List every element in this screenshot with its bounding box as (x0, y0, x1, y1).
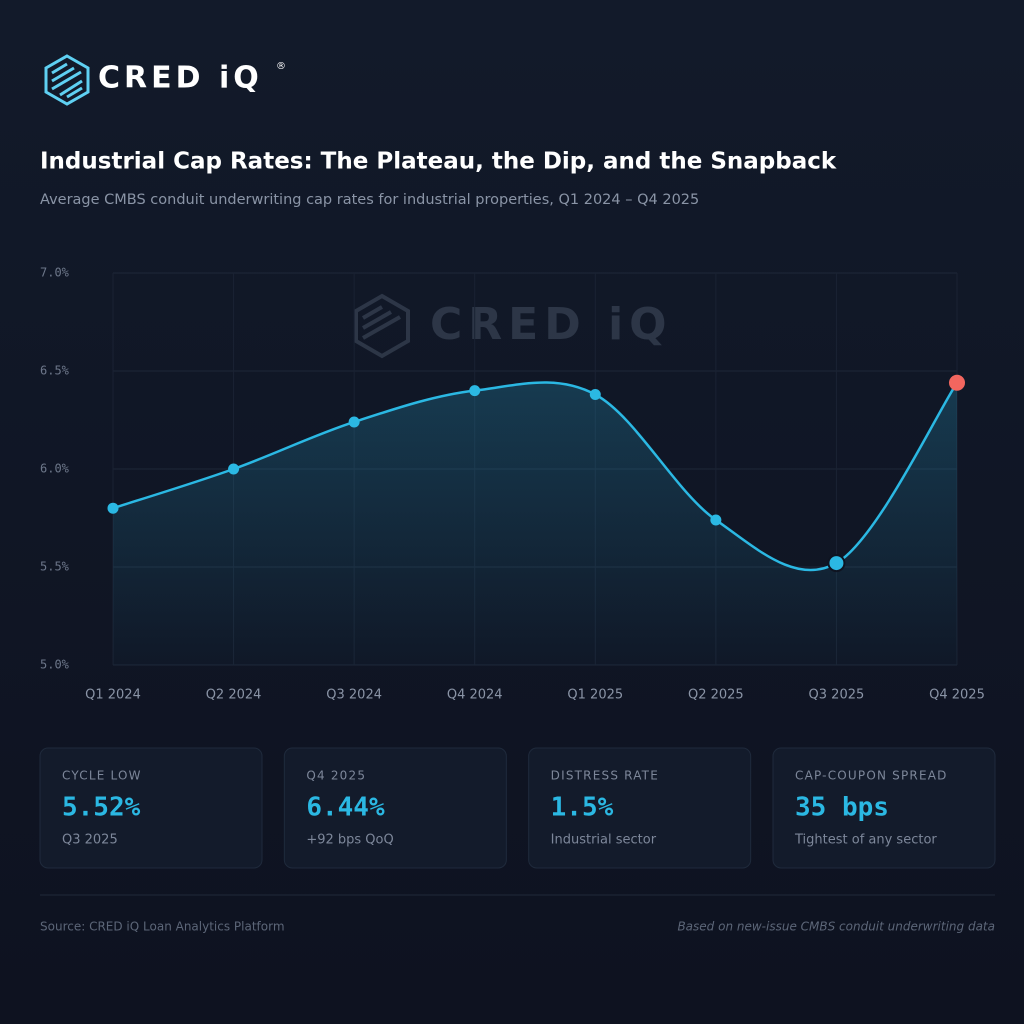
brand-name: CRED iQ (98, 61, 263, 96)
stat-label: DISTRESS RATE (551, 769, 659, 783)
footer-source: Source: CRED iQ Loan Analytics Platform (40, 920, 285, 934)
chart-title: Industrial Cap Rates: The Plateau, the D… (40, 149, 837, 175)
stat-value: 35 bps (795, 793, 889, 823)
x-tick-label: Q1 2025 (567, 688, 623, 703)
data-point (228, 463, 240, 475)
x-tick-label: Q1 2024 (85, 688, 141, 703)
plot: 5.0% 5.5% 6.0% 6.5% 7.0% Q1 2024 Q2 2024 Q3 202… (40, 266, 985, 703)
stat-note: +92 bps QoQ (306, 833, 393, 848)
data-point (949, 374, 965, 391)
stat-label: Q4 2025 (306, 769, 366, 783)
data-point (589, 389, 601, 401)
y-tick-label: 6.0% (40, 462, 70, 476)
data-point (348, 416, 360, 428)
data-point (710, 514, 722, 526)
x-tick-label: Q4 2025 (929, 688, 985, 703)
data-point (827, 554, 846, 573)
data-point (469, 385, 481, 397)
x-tick-label: Q4 2024 (447, 688, 503, 703)
stat-note: Industrial sector (551, 833, 657, 848)
stat-note: Q3 2025 (62, 833, 118, 848)
footer-note: Based on new-issue CMBS conduit underwri… (677, 920, 995, 934)
stat-value: 1.5% (551, 793, 614, 823)
stat-note: Tightest of any sector (794, 833, 937, 848)
x-tick-label: Q3 2025 (809, 688, 865, 703)
x-tick-label: Q3 2024 (326, 688, 382, 703)
data-point (107, 502, 119, 514)
stat-label: CAP-COUPON SPREAD (795, 769, 948, 783)
stat-card (283, 747, 507, 869)
stat-label: CYCLE LOW (62, 769, 142, 783)
stat-value: 5.52% (62, 793, 141, 823)
watermark: CRED iQ (354, 293, 673, 359)
chart-subtitle: Average CMBS conduit underwriting cap ra… (40, 192, 699, 208)
y-tick-label: 7.0% (40, 266, 70, 280)
stat-cards: CYCLE LOW 5.52% Q3 2025 Q4 2025 6.44% +92 bps… (39, 747, 996, 869)
stat-card (39, 747, 263, 869)
logo-icon (44, 54, 90, 106)
x-tick-label: Q2 2025 (688, 688, 744, 703)
x-tick-label: Q2 2024 (206, 688, 262, 703)
stat-card (772, 747, 996, 869)
stat-value: 6.44% (306, 793, 385, 823)
stat-card (528, 747, 752, 869)
watermark-text: CRED iQ (430, 299, 673, 350)
brand-mark: ® (276, 61, 286, 72)
y-tick-label: 6.5% (40, 364, 70, 378)
line-area (113, 382, 957, 665)
y-tick-label: 5.5% (40, 560, 70, 574)
y-tick-label: 5.0% (40, 658, 70, 672)
